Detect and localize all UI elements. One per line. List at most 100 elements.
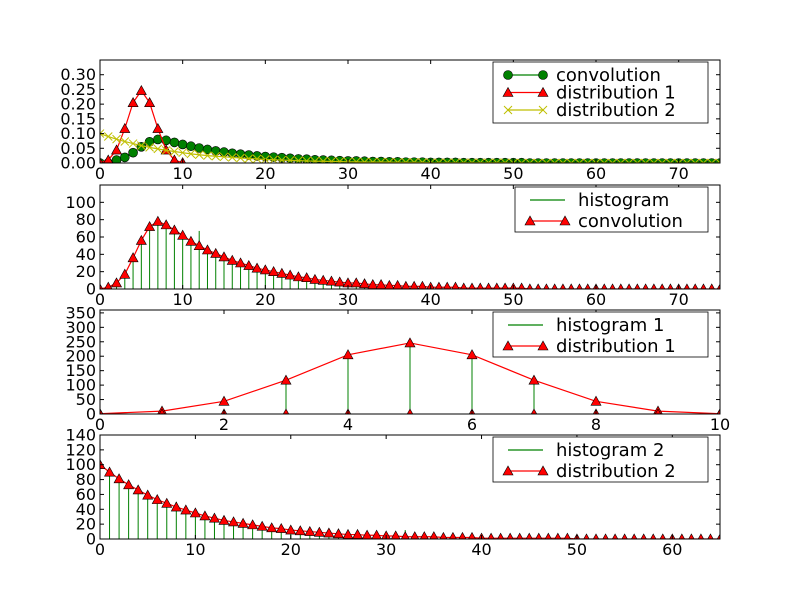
data-point bbox=[120, 152, 130, 163]
legend-label: convolution bbox=[578, 211, 683, 232]
data-point bbox=[451, 281, 460, 289]
data-point bbox=[468, 282, 476, 289]
data-point bbox=[640, 158, 651, 163]
data-point bbox=[409, 280, 419, 289]
x-tick-label: 40 bbox=[471, 540, 491, 559]
data-point bbox=[119, 122, 131, 133]
x-tick-label: 10 bbox=[185, 540, 205, 559]
data-point bbox=[285, 155, 295, 163]
data-point bbox=[443, 281, 452, 289]
data-point bbox=[177, 229, 189, 240]
data-point bbox=[665, 158, 676, 163]
data-point bbox=[575, 158, 584, 163]
legend-marker bbox=[538, 70, 548, 80]
data-point bbox=[256, 520, 268, 531]
data-point bbox=[674, 158, 684, 163]
x-tick-label: 0 bbox=[95, 540, 105, 559]
plot-area bbox=[100, 337, 720, 414]
data-point bbox=[310, 156, 320, 163]
data-point bbox=[624, 158, 634, 163]
data-point bbox=[554, 532, 562, 539]
data-point bbox=[193, 240, 205, 250]
data-point bbox=[268, 266, 280, 276]
legend-marker bbox=[502, 340, 514, 351]
legend-item: distribution 1 bbox=[502, 83, 676, 104]
data-point bbox=[236, 153, 245, 163]
x-tick-label: 6 bbox=[467, 415, 477, 434]
data-point bbox=[376, 157, 386, 163]
data-point bbox=[275, 522, 287, 533]
data-point bbox=[400, 531, 410, 539]
x-tick-label: 50 bbox=[567, 540, 587, 559]
data-point bbox=[493, 282, 501, 289]
data-point bbox=[132, 484, 144, 495]
axes-frame bbox=[99, 59, 721, 164]
x-tick-label: 40 bbox=[420, 164, 440, 183]
series-line bbox=[100, 133, 720, 163]
data-point bbox=[177, 139, 188, 150]
x-tick-label: 4 bbox=[343, 415, 353, 434]
y-tick-label: 140 bbox=[65, 426, 96, 445]
data-point bbox=[632, 158, 642, 163]
y-tick-label: 40 bbox=[76, 500, 96, 519]
x-tick-label: 40 bbox=[420, 290, 440, 309]
x-tick-label: 30 bbox=[338, 164, 358, 183]
data-point bbox=[525, 158, 535, 163]
data-point bbox=[301, 272, 313, 283]
data-point bbox=[111, 277, 123, 288]
data-point bbox=[235, 257, 247, 268]
x-tick-label: 0 bbox=[95, 290, 105, 309]
data-point bbox=[104, 466, 116, 477]
data-point bbox=[100, 157, 104, 163]
y-tick-label: 0.30 bbox=[60, 65, 96, 84]
data-point bbox=[501, 282, 509, 289]
legend-label: distribution 1 bbox=[556, 83, 676, 104]
legend-label: histogram bbox=[578, 190, 669, 211]
data-point bbox=[335, 157, 345, 163]
data-point bbox=[404, 337, 416, 348]
data-point bbox=[285, 153, 295, 163]
data-point bbox=[145, 143, 154, 152]
data-point bbox=[384, 157, 394, 163]
series-1 bbox=[285, 342, 535, 414]
data-point bbox=[698, 158, 709, 163]
legend-label: distribution 1 bbox=[556, 336, 676, 357]
y-tick-label: 250 bbox=[65, 332, 96, 351]
data-point bbox=[699, 158, 708, 163]
data-point bbox=[401, 280, 411, 289]
data-point bbox=[127, 252, 139, 263]
y-tick-label: 300 bbox=[65, 318, 96, 337]
data-point bbox=[632, 158, 643, 163]
y-tick-label: 0.05 bbox=[60, 139, 96, 158]
x-tick-label: 30 bbox=[338, 290, 358, 309]
y-tick-label: 0.15 bbox=[60, 109, 96, 128]
data-point bbox=[429, 531, 439, 539]
data-point bbox=[384, 279, 395, 289]
data-point bbox=[228, 516, 240, 527]
panel-1: 0 10 20 30 40 50 60 70 0.000.050.100.150.200.250… bbox=[60, 59, 721, 183]
data-point bbox=[168, 224, 180, 235]
legend-item: histogram bbox=[530, 190, 669, 211]
x-tick-label: 10 bbox=[172, 290, 192, 309]
data-point bbox=[506, 532, 514, 539]
data-point bbox=[517, 282, 526, 289]
data-point bbox=[136, 141, 146, 150]
y-tick-label: 100 bbox=[65, 455, 96, 474]
legend-marker bbox=[537, 340, 549, 351]
data-point bbox=[259, 264, 271, 275]
y-tick-label: 0.20 bbox=[60, 95, 96, 114]
data-point bbox=[104, 281, 113, 289]
legend-box bbox=[514, 186, 709, 233]
data-point bbox=[690, 158, 700, 163]
data-point bbox=[317, 274, 329, 285]
data-point bbox=[434, 281, 444, 289]
data-point bbox=[153, 144, 163, 154]
data-point bbox=[641, 158, 650, 163]
data-point bbox=[244, 154, 254, 163]
y-tick-label: 20 bbox=[76, 515, 96, 534]
data-point bbox=[371, 529, 382, 539]
data-point bbox=[332, 528, 344, 539]
data-point bbox=[401, 158, 411, 163]
data-point bbox=[266, 522, 278, 533]
series-3 bbox=[100, 129, 720, 163]
